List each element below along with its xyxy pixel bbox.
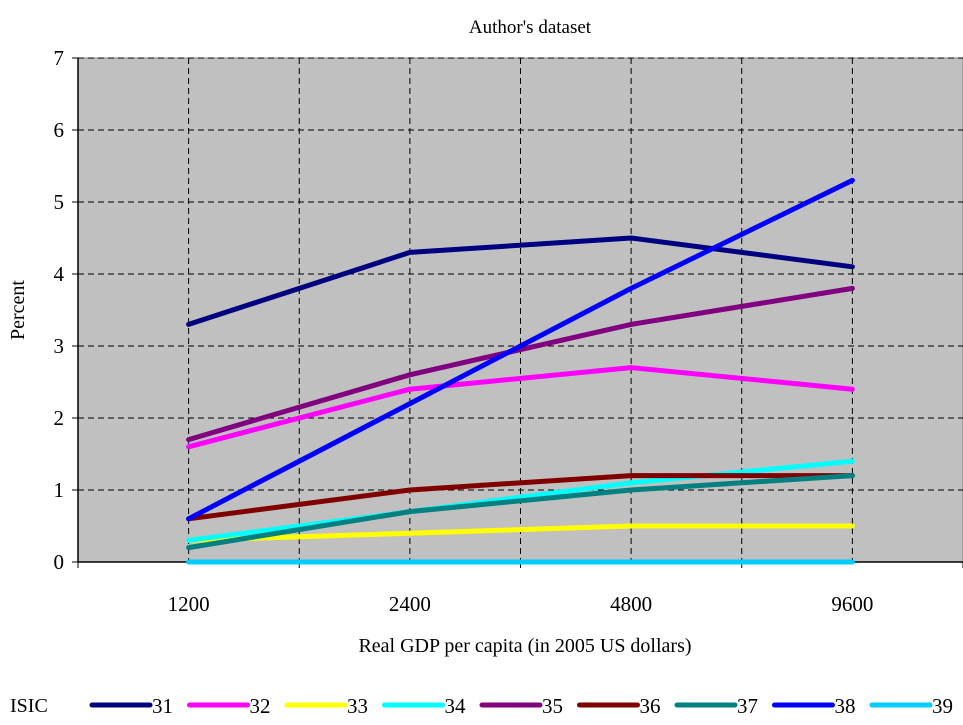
x-tick-label: 4800: [610, 592, 652, 616]
legend-label-38: 38: [835, 694, 856, 718]
y-tick-label: 4: [54, 262, 65, 286]
legend-label-34: 34: [445, 694, 467, 718]
legend-label-39: 39: [932, 694, 953, 718]
y-tick-label: 7: [54, 46, 65, 70]
x-tick-label: 2400: [389, 592, 431, 616]
x-tick-label: 1200: [168, 592, 210, 616]
chart-title: Author's dataset: [469, 17, 592, 38]
x-tick-label: 9600: [831, 592, 873, 616]
y-tick-label: 1: [54, 478, 65, 502]
y-tick-label: 2: [54, 406, 65, 430]
legend-label-31: 31: [152, 694, 173, 718]
legend-label-37: 37: [737, 694, 758, 718]
legend-label-32: 32: [250, 694, 271, 718]
legend-label-35: 35: [542, 694, 563, 718]
y-tick-label: 3: [54, 334, 65, 358]
legend-label-36: 36: [640, 694, 661, 718]
y-tick-label: 0: [54, 550, 65, 574]
y-tick-label: 6: [54, 118, 65, 142]
x-axis-label: Real GDP per capita (in 2005 US dollars): [358, 635, 691, 657]
legend: 31 32 33 34 35 36 37 38 39: [92, 694, 953, 718]
legend-label-33: 33: [347, 694, 368, 718]
legend-title: ISIC: [10, 695, 48, 717]
y-axis-label: Percent: [7, 280, 29, 340]
y-tick-label: 5: [54, 190, 65, 214]
